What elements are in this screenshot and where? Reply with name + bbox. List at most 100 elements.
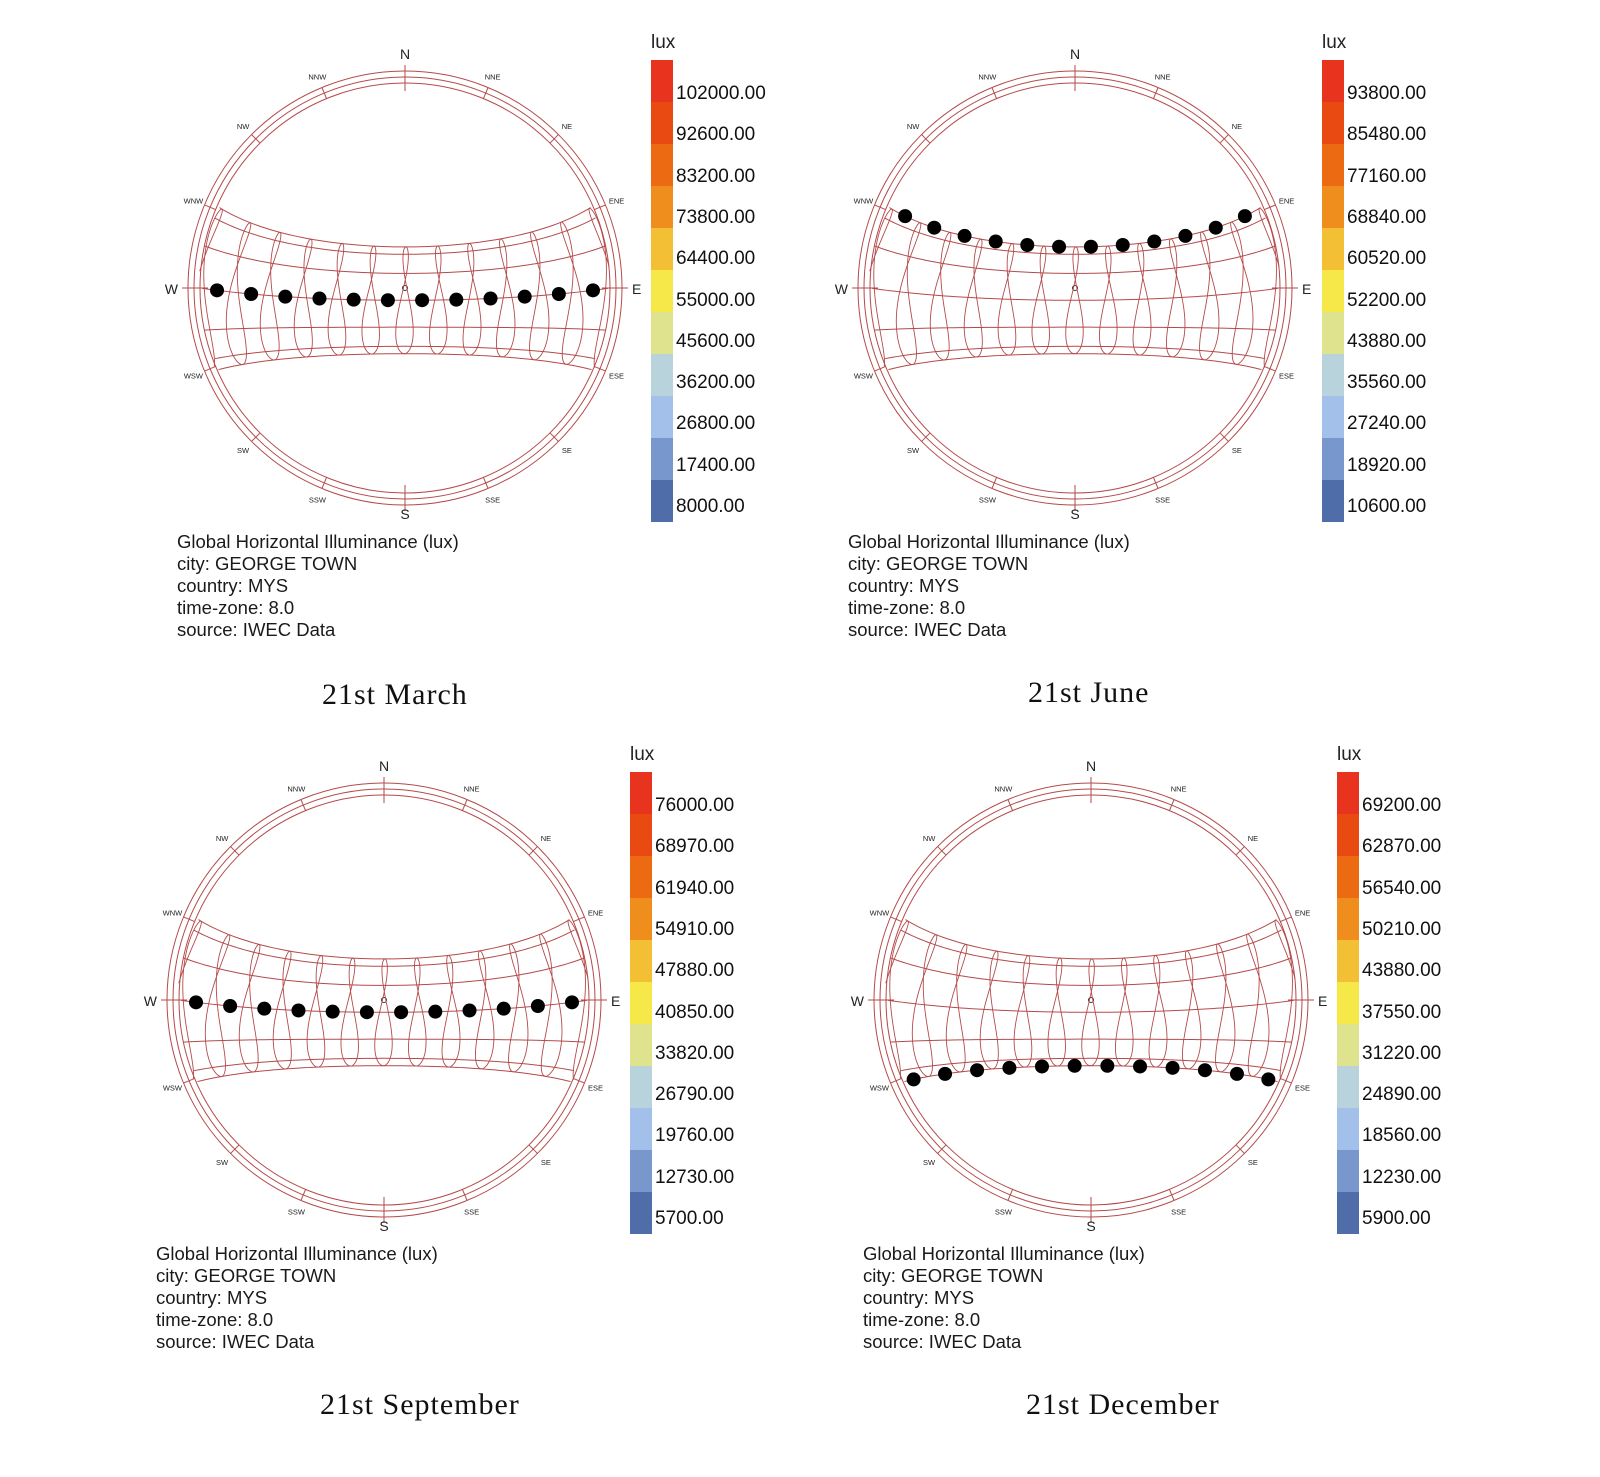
legend-value: 93800.00: [1347, 83, 1427, 104]
day-path: [890, 957, 1292, 986]
sun-position-dot: [551, 286, 566, 301]
legend-value: 73800.00: [676, 206, 756, 228]
legend-value: 85480.00: [1347, 124, 1427, 146]
direction-label: WNW: [163, 908, 183, 917]
legend-swatch: [1322, 102, 1344, 144]
compass-tick: [230, 1144, 240, 1154]
sun-position-dot: [483, 291, 498, 306]
sun-position-dot: [1034, 1059, 1049, 1074]
legend-value: 43880.00: [1362, 960, 1442, 982]
panel-caption: 21st March: [322, 678, 468, 711]
legend-value: 47880.00: [655, 960, 735, 982]
compass-tick: [1152, 87, 1159, 99]
analemma: [429, 245, 448, 355]
legend-swatch: [1337, 1108, 1359, 1150]
analemma: [869, 208, 893, 367]
analemma: [1274, 919, 1296, 1080]
direction-label: SSW: [979, 496, 997, 505]
legend-value: 18920.00: [1347, 454, 1427, 476]
analemma: [474, 950, 495, 1070]
sun-position-dot: [244, 286, 259, 301]
analemma: [911, 934, 938, 1077]
sun-position-dot: [530, 998, 545, 1013]
sun-position-dot: [312, 291, 327, 306]
sun-position-dot: [957, 228, 972, 243]
compass-tick: [528, 846, 538, 856]
analemma: [1031, 245, 1050, 355]
analemma: [929, 231, 952, 361]
compass-tick: [528, 1144, 538, 1154]
direction-label: NW: [923, 834, 936, 843]
legend-value: 26800.00: [676, 413, 756, 435]
compass-tick: [991, 477, 998, 489]
compass-tick: [594, 204, 606, 211]
sun-position-dot: [415, 293, 430, 308]
legend-swatch: [1337, 814, 1359, 856]
sun-position-dot: [1052, 239, 1067, 254]
legend-value: 8000.00: [676, 496, 745, 517]
analemma: [293, 238, 313, 358]
legend-swatch: [1337, 1150, 1359, 1192]
analemma: [1215, 943, 1236, 1073]
legend-color-bar: [651, 60, 673, 522]
info-line: country: MYS: [848, 575, 960, 596]
sun-position-dot: [898, 209, 913, 224]
direction-label: ENE: [1295, 908, 1310, 917]
analemma: [361, 245, 380, 355]
day-path: [204, 245, 606, 274]
compass-tick: [204, 204, 216, 211]
sun-position-dot: [1115, 238, 1130, 253]
sun-position-dot: [428, 1004, 443, 1019]
sun-position-dot: [1133, 1059, 1148, 1074]
compass-tick: [461, 799, 468, 811]
sun-position-dot: [210, 283, 225, 298]
day-path: [181, 999, 587, 1013]
compass-tick: [251, 432, 261, 442]
direction-label: SSE: [1171, 1208, 1186, 1217]
compass-tick: [549, 134, 559, 144]
legend-swatch: [630, 856, 652, 898]
analemma: [1081, 958, 1100, 1067]
legend-unit: lux: [1322, 32, 1347, 53]
day-path: [900, 1057, 1282, 1072]
legend-unit: lux: [651, 32, 676, 53]
direction-label: NNE: [1171, 784, 1187, 793]
sun-position-dot: [1020, 238, 1035, 253]
direction-label: SSE: [464, 1208, 479, 1217]
info-block: Global Horizontal Illuminance (lux) city:…: [156, 1243, 438, 1353]
compass-tick: [1280, 1077, 1292, 1084]
analemma: [1199, 231, 1220, 361]
info-line: Global Horizontal Illuminance (lux): [177, 531, 459, 552]
legend-color-bar: [630, 772, 652, 1234]
legend-value: 5700.00: [655, 1208, 724, 1229]
direction-label: NNE: [485, 72, 501, 81]
direction-label: NNE: [1155, 72, 1171, 81]
legend-value: 37550.00: [1362, 1001, 1442, 1023]
analemma: [462, 242, 482, 356]
info-line: time-zone: 8.0: [848, 597, 966, 618]
legend-value: 24890.00: [1362, 1084, 1442, 1106]
info-line: source: IWEC Data: [848, 619, 1007, 640]
direction-label: ESE: [1279, 372, 1294, 381]
direction-label: NNW: [978, 72, 997, 81]
direction-label: SSW: [309, 496, 327, 505]
analemma: [1115, 957, 1134, 1067]
legend-value: 69200.00: [1362, 795, 1442, 816]
direction-label: WNW: [870, 908, 890, 917]
direction-label: NW: [907, 122, 920, 131]
compass-tick: [461, 1189, 468, 1201]
day-path: [219, 207, 591, 248]
direction-label: ESE: [1295, 1084, 1310, 1093]
analemma: [885, 920, 909, 1079]
compass-tick: [204, 365, 216, 372]
legend-value: 26790.00: [655, 1084, 735, 1106]
compass-tick: [1264, 365, 1276, 372]
analemma: [340, 957, 359, 1067]
analemma: [539, 933, 563, 1077]
cardinal-label: S: [1086, 1218, 1095, 1234]
sun-position-dot: [906, 1072, 921, 1087]
cardinal-label: N: [400, 46, 410, 62]
compass-tick: [183, 1077, 195, 1084]
